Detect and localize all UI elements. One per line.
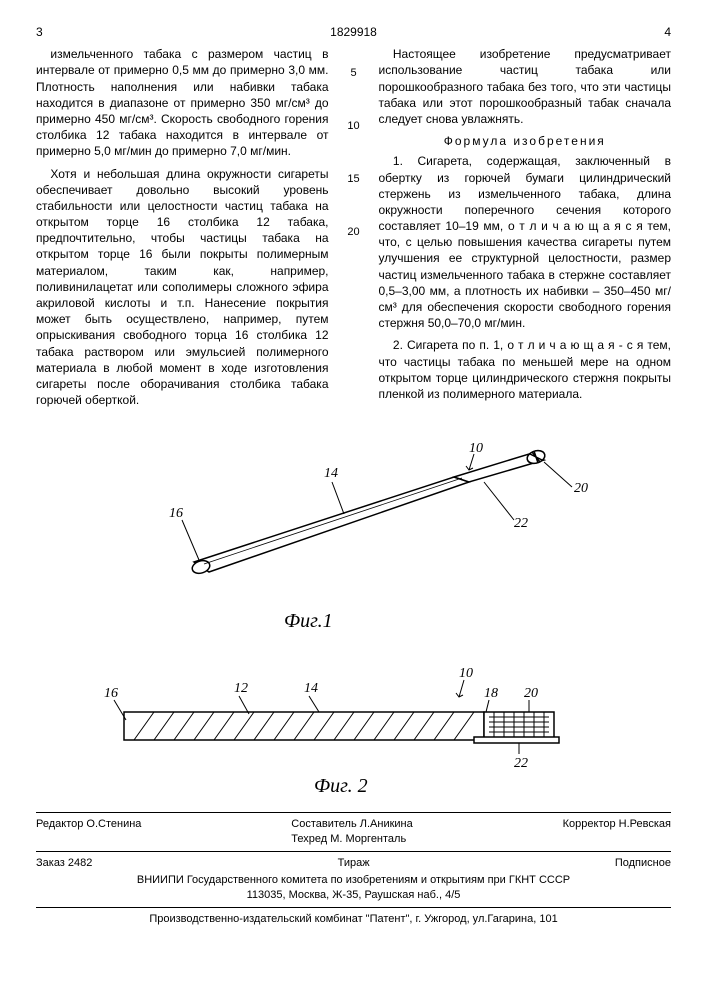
- compiler-block: Составитель Л.Аникина Техред М. Моргента…: [291, 817, 412, 847]
- body-columns: измельченного табака с размером частиц в…: [36, 46, 671, 414]
- line-no: 20: [347, 225, 361, 240]
- callout-18: 18: [484, 686, 498, 701]
- address-1: 113035, Москва, Ж-35, Раушская наб., 4/5: [36, 888, 671, 903]
- fig1-label: Фиг.1: [284, 610, 333, 632]
- left-p2: Хотя и небольшая длина окружности сигаре…: [36, 166, 329, 409]
- callout-12: 12: [234, 681, 248, 696]
- claim-2: 2. Сигарета по п. 1, о т л и ч а ю щ а я…: [379, 337, 672, 402]
- callout-14: 14: [324, 466, 338, 481]
- figure-2: 16 12 14 10 18 20 22 Фиг. 2: [54, 642, 654, 802]
- callout-20: 20: [524, 686, 538, 701]
- left-column: измельченного табака с размером частиц в…: [36, 46, 329, 414]
- page-number-right: 4: [664, 24, 671, 40]
- tirage: Тираж: [338, 856, 370, 871]
- right-column: Настоящее изобретение предусматривает ис…: [379, 46, 672, 414]
- line-no: 5: [347, 66, 361, 81]
- org-line: ВНИИПИ Государственного комитета по изоб…: [36, 873, 671, 888]
- callout-22: 22: [514, 756, 528, 771]
- callout-14: 14: [304, 681, 318, 696]
- callout-22: 22: [514, 516, 528, 531]
- line-no: 15: [347, 172, 361, 187]
- subscription: Подписное: [615, 856, 671, 871]
- page-number-left: 3: [36, 24, 43, 40]
- callout-10: 10: [469, 441, 483, 456]
- page-header: 3 1829918 4: [36, 24, 671, 40]
- callout-16: 16: [169, 506, 183, 521]
- callout-20: 20: [574, 481, 588, 496]
- claim-1: 1. Сигарета, содержащая, заключенный в о…: [379, 153, 672, 331]
- claims-heading: Формула изобретения: [379, 133, 672, 149]
- line-no: 10: [347, 119, 361, 134]
- order: Заказ 2482: [36, 856, 92, 871]
- callout-10: 10: [459, 666, 473, 681]
- figures-block: 16 14 10 22 20 Фиг.1: [36, 432, 671, 802]
- patent-number: 1829918: [330, 24, 377, 40]
- left-p1: измельченного табака с размером частиц в…: [36, 46, 329, 159]
- figure-1: 16 14 10 22 20 Фиг.1: [74, 432, 634, 642]
- right-p1: Настоящее изобретение предусматривает ис…: [379, 46, 672, 127]
- line-number-gutter: 5 10 15 20: [347, 46, 361, 414]
- colophon: Редактор О.Стенина Составитель Л.Аникина…: [36, 812, 671, 926]
- address-2: Производственно-издательский комбинат "П…: [36, 912, 671, 927]
- corrector-block: Корректор Н.Ревская: [563, 817, 671, 847]
- editor-block: Редактор О.Стенина: [36, 817, 141, 847]
- callout-16: 16: [104, 686, 118, 701]
- fig2-label: Фиг. 2: [314, 775, 368, 797]
